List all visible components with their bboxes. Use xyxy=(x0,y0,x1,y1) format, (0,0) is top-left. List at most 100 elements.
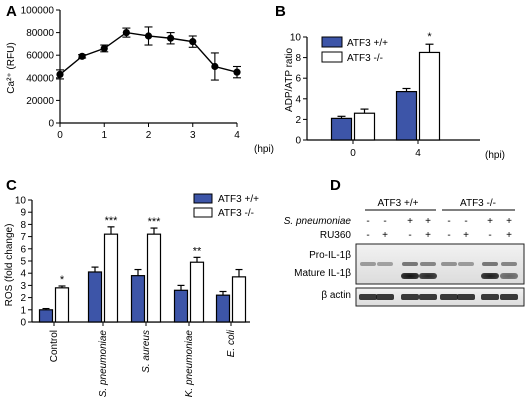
blot-band-pro-il1b xyxy=(482,262,498,266)
panel-b-bar-chart: ADP/ATP ratio (hpi) 0 2 4 6 8 10 0 4 * ATF3 +/+ AT… xyxy=(284,31,505,161)
panel-label-b: B xyxy=(275,3,286,20)
panel-c-bar xyxy=(173,289,189,323)
panel-c-y-axis-label: ROS (fold change) xyxy=(4,224,15,307)
panel-b-bar xyxy=(353,112,376,141)
panel-b-significance-marker: * xyxy=(427,31,432,43)
panel-a-y-tick-label: 20000 xyxy=(26,96,54,107)
panel-a-line-chart: Ca²⁺ (RFU) (hpi) 02000040000600008000010… xyxy=(6,6,274,156)
panel-c-y-tick-label: 7 xyxy=(20,232,26,243)
panel-b-legend-swatch xyxy=(321,51,343,63)
blot-band-mature-il1b xyxy=(401,273,419,279)
panel-c-y-tick-label: 10 xyxy=(15,196,27,207)
blot-band-actin xyxy=(500,294,518,300)
blot-group-label: ATF3 -/- xyxy=(460,198,496,209)
panel-b-legend-label: ATF3 +/+ xyxy=(347,38,388,49)
panel-c-bar xyxy=(103,233,119,323)
blot-lane-mark: - xyxy=(488,230,491,241)
panel-c-x-tick-label: E. coli xyxy=(226,329,237,357)
panel-b-x-tick-label: 4 xyxy=(415,148,421,159)
panel-label-d: D xyxy=(330,177,341,194)
panel-c-y-tick-label: 4 xyxy=(20,269,26,280)
panel-c-significance-marker: * xyxy=(60,274,65,286)
blot-membrane-il1b xyxy=(355,243,525,285)
panel-b-x-tick-label: 0 xyxy=(350,148,356,159)
blot-band-actin xyxy=(419,294,437,300)
panel-a-x-tick-label: 0 xyxy=(57,130,63,141)
blot-band-pro-il1b xyxy=(420,262,436,266)
panel-b-y-axis-label: ADP/ATP ratio xyxy=(284,48,295,113)
panel-c-bar xyxy=(215,294,231,323)
blot-lane-mark: - xyxy=(366,230,369,241)
blot-band-actin xyxy=(481,294,499,300)
panel-a-data-point xyxy=(122,28,130,37)
panel-a-x-tick-label: 1 xyxy=(101,130,107,141)
panel-a-y-tick-label: 80000 xyxy=(26,28,54,39)
panel-b-legend-swatch xyxy=(321,36,343,48)
blot-band-pro-il1b xyxy=(402,262,418,266)
blot-lane-mark: - xyxy=(366,216,369,227)
blot-condition-label: S. pneumoniae xyxy=(284,216,352,227)
blot-band-label: Pro-IL-1β xyxy=(309,250,351,261)
panel-a-data-point xyxy=(211,62,219,71)
panel-a-y-tick-label: 0 xyxy=(48,119,54,130)
panel-b-legend-label: ATF3 -/- xyxy=(347,53,383,64)
blot-band-actin xyxy=(376,294,394,300)
panel-a-data-point xyxy=(189,38,197,46)
panel-b-y-tick-label: 8 xyxy=(295,53,301,64)
panel-a-data-point xyxy=(56,70,64,79)
panel-c-bar xyxy=(130,275,146,323)
panel-a-x-tick-label: 3 xyxy=(190,130,196,141)
panel-c-x-tick-label: K. pneumoniae xyxy=(184,330,195,398)
panel-c-significance-marker: ** xyxy=(193,245,202,257)
panel-c-y-tick-label: 6 xyxy=(20,244,26,255)
panel-b-y-tick-label: 0 xyxy=(295,136,301,147)
panel-c-bar xyxy=(231,276,247,323)
blot-band-mature-il1b xyxy=(419,273,437,279)
blot-band-actin xyxy=(401,294,419,300)
panel-label-a: A xyxy=(6,3,17,20)
blot-band-pro-il1b xyxy=(441,262,457,266)
blot-lane-mark: + xyxy=(487,216,493,227)
panel-b-y-tick-label: 6 xyxy=(295,74,301,85)
panel-c-legend-label: ATF3 +/+ xyxy=(218,194,259,205)
panel-b-bar xyxy=(395,90,418,141)
panel-label-c: C xyxy=(6,177,17,194)
blot-lane-mark: + xyxy=(506,216,512,227)
blot-band-mature-il1b xyxy=(500,273,518,279)
blot-lane-mark: + xyxy=(463,230,469,241)
panel-b-bar xyxy=(330,117,353,141)
panel-a-y-tick-label: 40000 xyxy=(26,73,54,84)
blot-lane-mark: - xyxy=(447,216,450,227)
panel-a-data-point xyxy=(167,34,175,42)
panel-c-bar xyxy=(54,287,70,323)
panel-a-x-tick-label: 4 xyxy=(234,130,240,141)
blot-lane-mark: + xyxy=(407,216,413,227)
blot-lane-mark: - xyxy=(383,216,386,227)
blot-lane-mark: + xyxy=(506,230,512,241)
blot-band-pro-il1b xyxy=(501,262,517,266)
panel-b-bar xyxy=(418,51,441,141)
panel-c-bar xyxy=(189,261,205,323)
panel-c-legend-label: ATF3 -/- xyxy=(218,208,254,219)
panel-b-x-axis-label: (hpi) xyxy=(485,150,505,161)
panel-b-y-tick-label: 10 xyxy=(290,33,302,44)
panel-a-x-tick-label: 2 xyxy=(146,130,152,141)
panel-c-bar xyxy=(146,233,162,323)
panel-a-y-tick-label: 60000 xyxy=(26,51,54,62)
blot-lane-mark: + xyxy=(382,230,388,241)
blot-band-mature-il1b xyxy=(481,273,499,279)
blot-band-label: β actin xyxy=(321,290,351,301)
blot-lane-mark: + xyxy=(425,230,431,241)
panel-a-data-point xyxy=(144,32,153,40)
blot-group-label: ATF3 +/+ xyxy=(378,198,419,209)
panel-c-bar xyxy=(87,271,103,323)
blot-lane-mark: - xyxy=(447,230,450,241)
panel-a-data-point xyxy=(78,52,86,60)
panel-d-western-blot: ATF3 +/+ ATF3 -/- S. pneumoniae RU360 Pr… xyxy=(284,198,525,307)
panel-c-legend-swatch xyxy=(193,193,213,204)
blot-band-actin xyxy=(457,294,475,300)
blot-condition-label: RU360 xyxy=(320,230,352,241)
blot-band-actin xyxy=(440,294,458,300)
panel-c-x-tick-label: Control xyxy=(49,330,60,362)
